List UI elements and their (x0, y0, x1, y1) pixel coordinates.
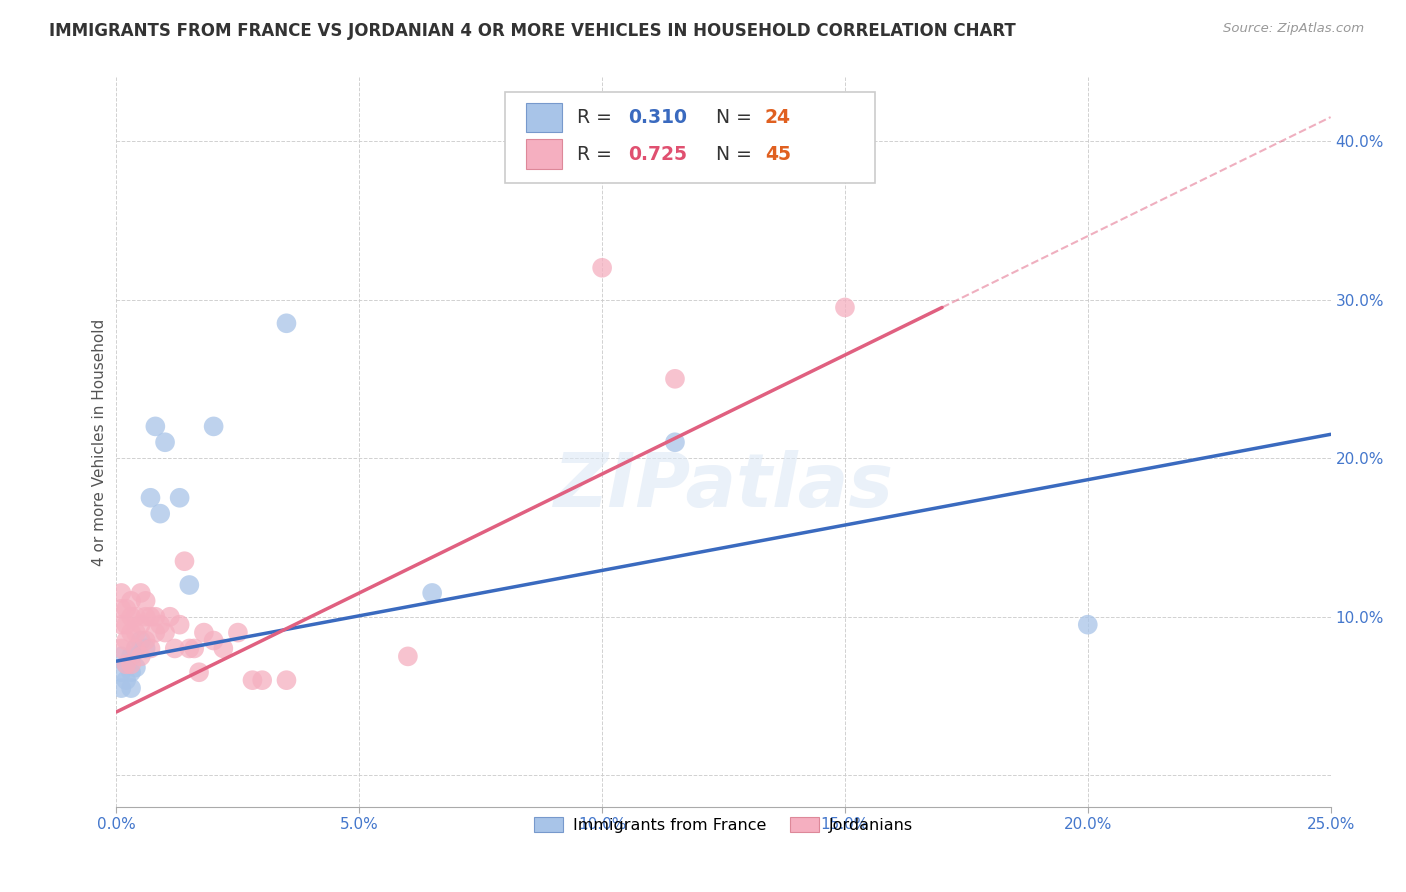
Point (110, 641, 132, 656)
Text: N =: N = (704, 145, 758, 163)
Point (276, 673, 298, 688)
Text: N =: N = (704, 108, 758, 127)
Text: ZIPatlas: ZIPatlas (554, 450, 894, 523)
Legend: Immigrants from France, Jordanians: Immigrants from France, Jordanians (529, 810, 920, 839)
Bar (526, 139, 562, 169)
Point (120, 657, 142, 672)
Point (169, 617, 191, 632)
Point (125, 609, 148, 624)
Text: 0.725: 0.725 (627, 145, 686, 163)
Point (188, 665, 211, 680)
Point (110, 649, 132, 664)
Point (129, 633, 152, 648)
Point (226, 625, 249, 640)
Point (115, 673, 138, 688)
Point (149, 507, 172, 521)
Point (129, 617, 152, 632)
Text: 24: 24 (765, 108, 790, 127)
Point (135, 633, 157, 648)
Point (110, 586, 132, 600)
Point (135, 641, 157, 656)
Point (212, 641, 235, 656)
Point (664, 435, 686, 450)
Point (129, 586, 152, 600)
Point (616, 158, 638, 172)
Point (110, 665, 132, 680)
Point (153, 435, 176, 450)
Point (125, 641, 148, 656)
Point (163, 641, 186, 656)
Point (420, 586, 443, 600)
Point (179, 578, 201, 592)
Point (120, 665, 142, 680)
Point (110, 602, 132, 616)
Point (173, 554, 195, 568)
Point (139, 609, 162, 624)
Point (115, 602, 138, 616)
Point (664, 372, 686, 386)
Point (396, 649, 419, 664)
Text: 45: 45 (765, 145, 790, 163)
Text: 0.310: 0.310 (627, 108, 686, 127)
Point (143, 419, 166, 434)
Point (135, 594, 157, 608)
Point (183, 641, 205, 656)
Point (202, 419, 225, 434)
Point (242, 673, 264, 688)
Point (125, 660, 148, 674)
Text: R =: R = (576, 145, 617, 163)
Point (834, 301, 856, 315)
Point (110, 681, 132, 695)
Point (125, 625, 148, 640)
Point (115, 633, 138, 648)
Point (115, 617, 138, 632)
Point (120, 625, 142, 640)
Point (129, 649, 152, 664)
Point (120, 649, 142, 664)
Point (149, 617, 172, 632)
Point (153, 625, 176, 640)
Point (159, 609, 181, 624)
Point (139, 491, 162, 505)
Bar (526, 103, 562, 132)
Point (202, 633, 225, 648)
Point (193, 625, 215, 640)
Point (169, 491, 191, 505)
Point (120, 594, 142, 608)
Point (143, 625, 166, 640)
Point (139, 641, 162, 656)
Point (115, 657, 138, 672)
Y-axis label: 4 or more Vehicles in Household: 4 or more Vehicles in Household (93, 318, 107, 566)
Point (115, 657, 138, 672)
Point (1077, 617, 1099, 632)
Point (125, 641, 148, 656)
Text: Source: ZipAtlas.com: Source: ZipAtlas.com (1223, 22, 1364, 36)
Point (591, 260, 613, 275)
Point (143, 609, 166, 624)
Point (110, 617, 132, 632)
Text: IMMIGRANTS FROM FRANCE VS JORDANIAN 4 OR MORE VEHICLES IN HOUSEHOLD CORRELATION : IMMIGRANTS FROM FRANCE VS JORDANIAN 4 OR… (49, 22, 1017, 40)
Point (276, 316, 298, 330)
Text: R =: R = (576, 108, 617, 127)
Point (120, 609, 142, 624)
Point (250, 673, 273, 688)
FancyBboxPatch shape (505, 92, 876, 183)
Point (120, 681, 142, 695)
Point (179, 641, 201, 656)
Point (135, 609, 157, 624)
